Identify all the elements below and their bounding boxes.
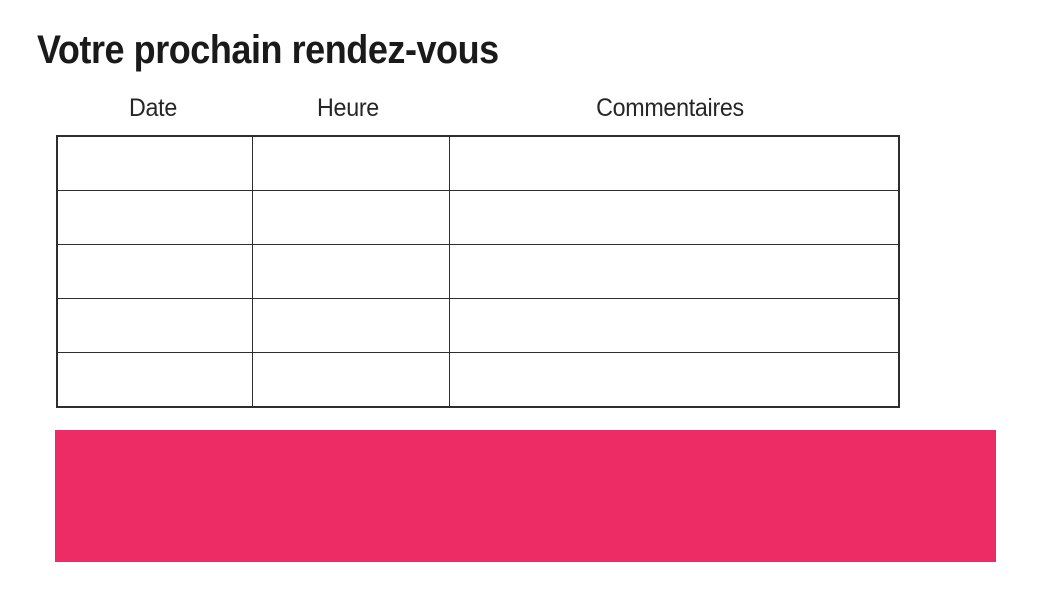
table-row	[56, 243, 900, 300]
table-row	[56, 135, 900, 191]
appointments-table	[56, 135, 900, 408]
cell-commentaires	[449, 243, 900, 300]
cell-date	[56, 352, 253, 408]
cell-commentaires	[449, 189, 900, 245]
cell-heure	[252, 243, 450, 300]
column-header-commentaires: Commentaires	[596, 94, 744, 122]
cell-heure	[252, 352, 450, 408]
table-row	[56, 352, 900, 408]
accent-band	[55, 430, 996, 562]
cell-heure	[252, 189, 450, 245]
cell-commentaires	[449, 135, 900, 191]
cell-heure	[252, 298, 450, 354]
appointments-table-body	[56, 135, 900, 408]
cell-date	[56, 189, 253, 245]
cell-date	[56, 135, 253, 191]
cell-heure	[252, 135, 450, 191]
table-header-row: Date Heure Commentaires	[56, 94, 894, 123]
cell-commentaires	[449, 298, 900, 354]
table-row	[56, 298, 900, 354]
cell-commentaires	[449, 352, 900, 408]
column-header-date: Date	[128, 94, 177, 122]
column-header-heure: Heure	[317, 94, 379, 122]
cell-date	[56, 298, 253, 354]
page-title: Votre prochain rendez-vous	[37, 28, 499, 72]
cell-date	[56, 243, 253, 300]
table-row	[56, 189, 900, 245]
